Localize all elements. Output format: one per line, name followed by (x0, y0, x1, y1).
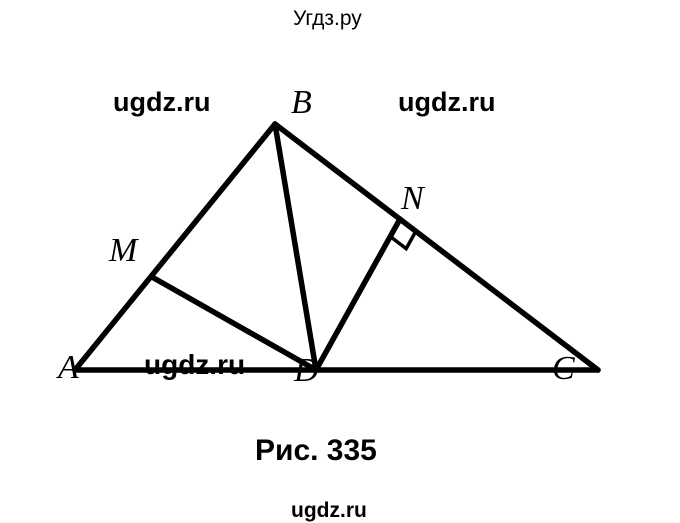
watermark-text: ugdz.ru (291, 499, 367, 523)
vertex-label-b: B (291, 84, 312, 122)
figure-caption: Рис. 335 (255, 434, 377, 468)
vertex-label-a: A (58, 349, 79, 387)
site-title: Угдз.ру (293, 7, 362, 31)
vertex-label-c: C (552, 350, 575, 388)
vertex-label-m: M (109, 232, 137, 270)
vertex-label-n: N (401, 180, 424, 218)
vertex-label-d: D (294, 352, 319, 390)
triangle-diagram (58, 105, 623, 385)
